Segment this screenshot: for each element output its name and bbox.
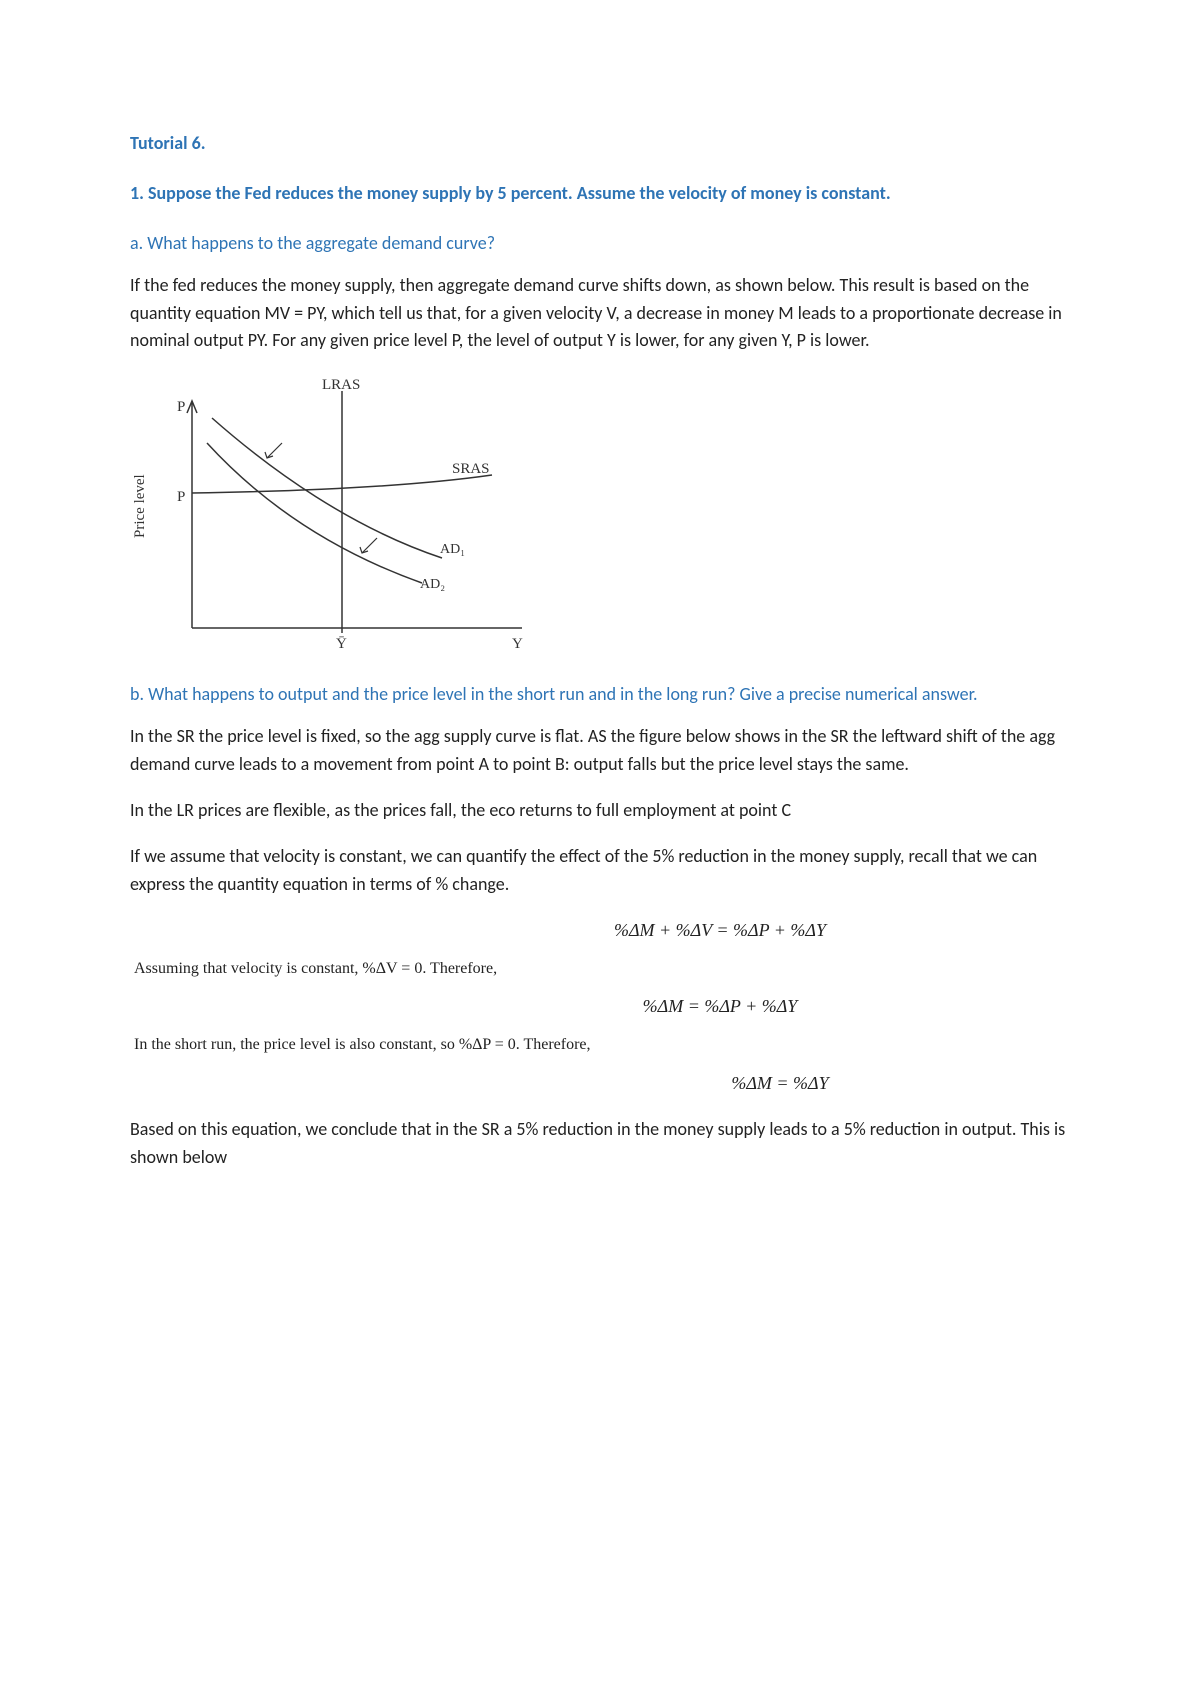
ad2-label: AD₂: [420, 577, 445, 592]
tutorial-title: Tutorial 6.: [130, 130, 1070, 158]
ybar-label: Ȳ: [336, 636, 347, 652]
equation-1: %ΔM + %ΔV = %ΔP + %ΔY: [370, 917, 1070, 945]
question-1-heading: 1. Suppose the Fed reduces the money sup…: [130, 180, 1070, 208]
subquestion-b: b. What happens to output and the price …: [130, 681, 1070, 709]
p-lower-label: P: [177, 489, 185, 505]
sras-label: SRAS: [452, 461, 490, 477]
p-upper-label: P: [177, 399, 185, 415]
lras-label: LRAS: [322, 377, 360, 393]
answer-b-paragraph-4: Based on this equation, we conclude that…: [130, 1116, 1070, 1172]
answer-b-paragraph-1: In the SR the price level is fixed, so t…: [130, 723, 1070, 779]
equation-2: %ΔM = %ΔP + %ΔY: [370, 993, 1070, 1021]
equation-note-1: Assuming that velocity is constant, %ΔV …: [130, 957, 1070, 982]
equation-note-2: In the short run, the price level is als…: [130, 1033, 1070, 1058]
answer-b-paragraph-3: If we assume that velocity is constant, …: [130, 843, 1070, 899]
ad-as-diagram: LRAS SRAS AD₁ AD₂ P P: [122, 373, 552, 663]
answer-a-paragraph: If the fed reduces the money supply, the…: [130, 272, 1070, 356]
equation-3: %ΔM = %ΔY: [490, 1070, 1070, 1098]
equation-block: %ΔM + %ΔV = %ΔP + %ΔY Assuming that velo…: [130, 917, 1070, 1098]
answer-b-paragraph-2: In the LR prices are flexible, as the pr…: [130, 797, 1070, 825]
subquestion-a: a. What happens to the aggregate demand …: [130, 230, 1070, 258]
y-axis-label: Y: [512, 636, 523, 652]
ad1-label: AD₁: [440, 542, 465, 557]
document-page: Tutorial 6. 1. Suppose the Fed reduces t…: [0, 0, 1200, 1698]
y-axis-title: Price level: [132, 475, 148, 539]
